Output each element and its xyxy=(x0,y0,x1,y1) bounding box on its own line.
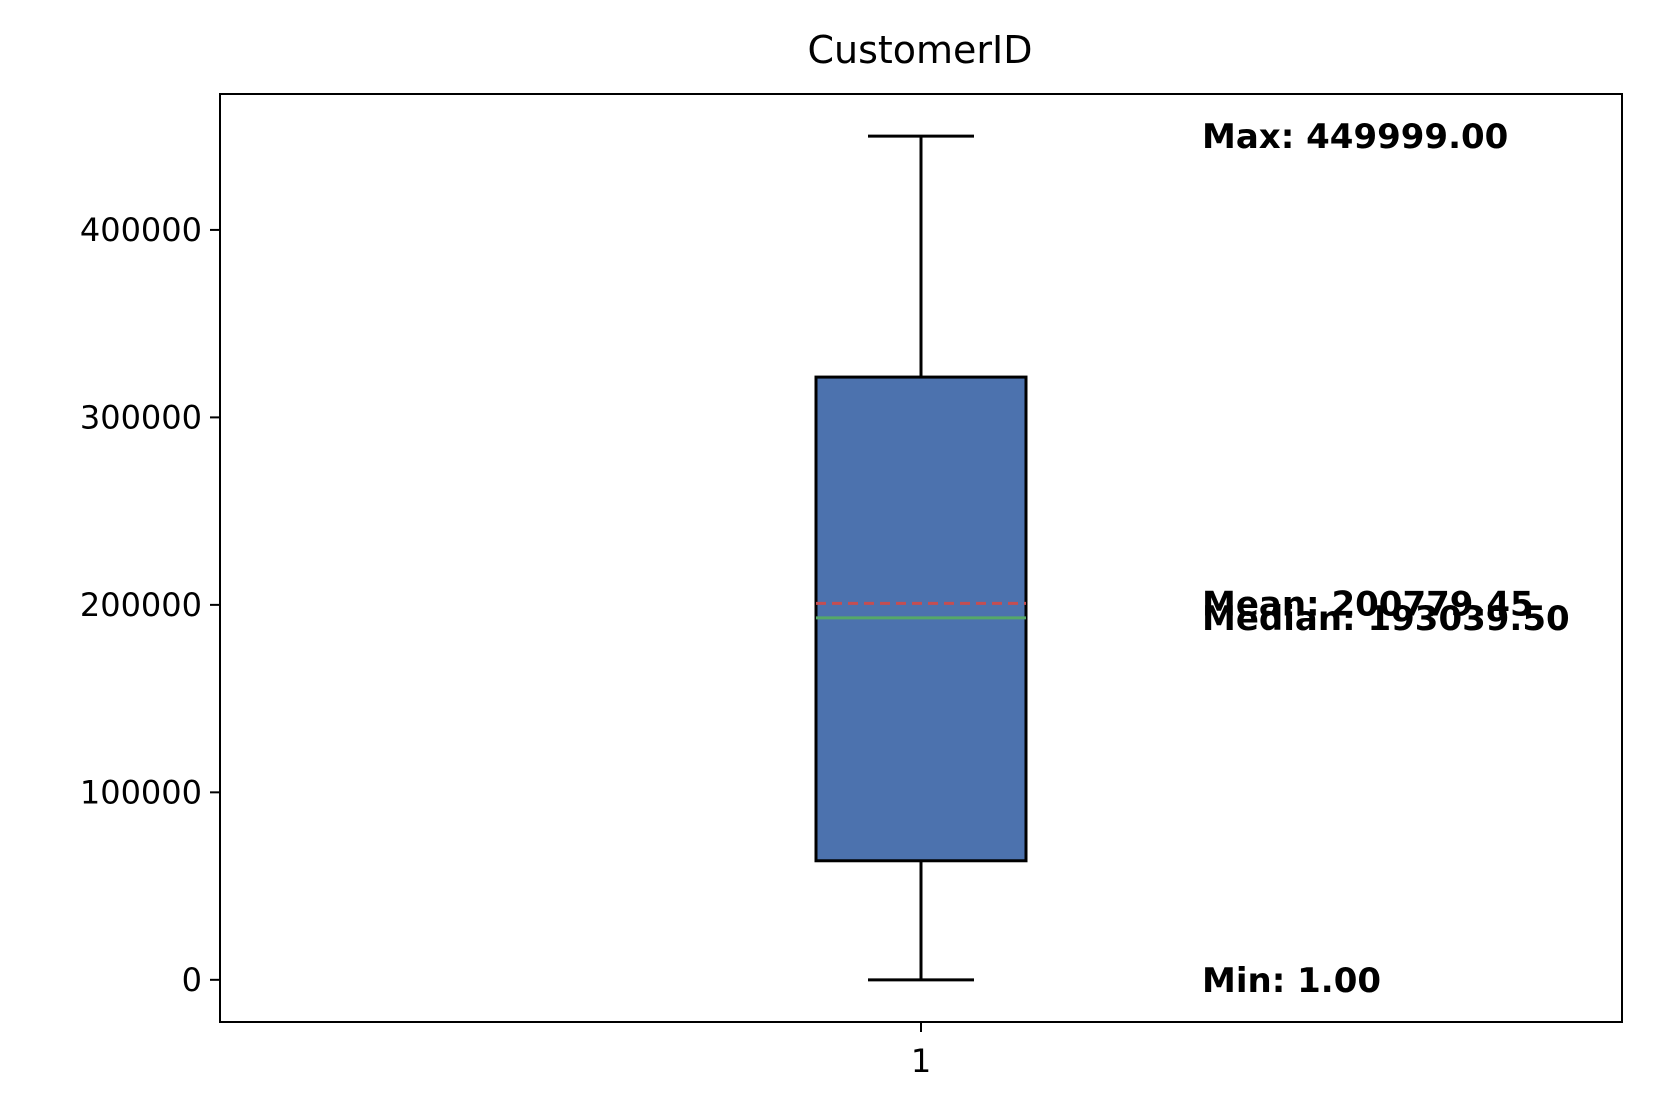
annotation-median: Median: 193039.50 xyxy=(1202,599,1570,639)
annotation-mean: Mean: 200779.45 xyxy=(1202,584,1534,624)
y-tick-label: 300000 xyxy=(80,398,202,436)
annotation-max: Max: 449999.00 xyxy=(1202,117,1508,157)
annotation-min: Min: 1.00 xyxy=(1202,961,1381,1001)
y-tick-label: 100000 xyxy=(80,773,202,811)
y-tick-label: 200000 xyxy=(80,586,202,624)
y-tick-label: 400000 xyxy=(80,211,202,249)
chart-title: CustomerID xyxy=(807,28,1032,72)
y-tick-label: 0 xyxy=(182,961,202,999)
x-tick-label: 1 xyxy=(911,1042,931,1080)
